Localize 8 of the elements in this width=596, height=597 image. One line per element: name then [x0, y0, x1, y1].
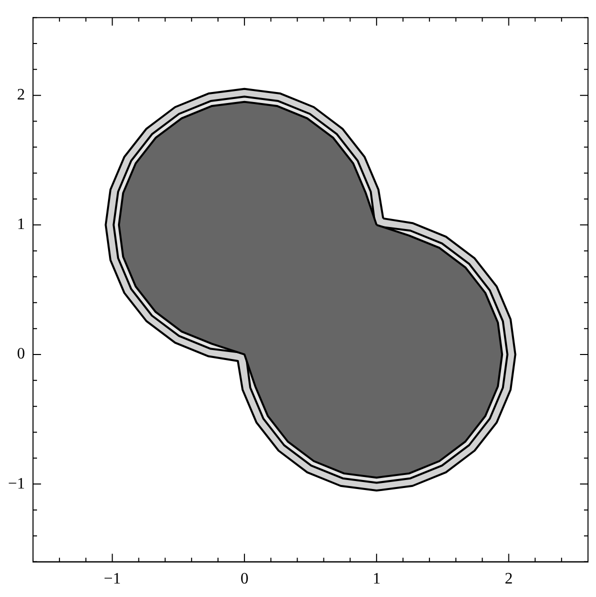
x-tick-label: −1 [104, 570, 121, 588]
y-tick-label: 1 [17, 216, 26, 234]
x-tick-label: 2 [504, 570, 513, 588]
y-tick-label: 0 [17, 346, 26, 363]
x-tick-label: 1 [372, 570, 381, 588]
x-tick-label: 0 [240, 570, 248, 588]
y-tick-label: −1 [8, 475, 26, 492]
y-tick-label: 2 [17, 86, 26, 104]
